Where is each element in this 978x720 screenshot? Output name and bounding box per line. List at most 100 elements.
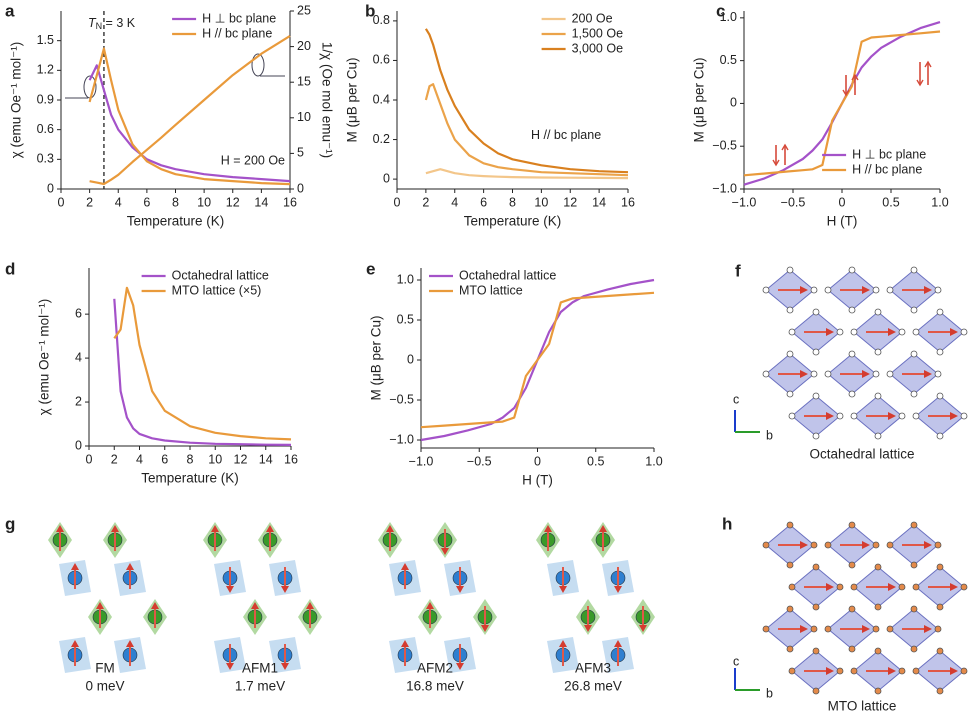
atom (848, 390, 856, 398)
atom (934, 286, 942, 294)
atom (910, 605, 918, 613)
atom (786, 350, 794, 358)
spin-head (544, 525, 552, 532)
spin-head (862, 541, 870, 549)
legend-label: MTO lattice (459, 283, 523, 297)
spin-head (826, 412, 834, 420)
x-tick-label: 0.5 (882, 195, 899, 209)
atom (874, 308, 882, 316)
x-axis-label: Temperature (K) (127, 214, 225, 229)
atom (812, 647, 820, 655)
atom (874, 647, 882, 655)
y-tick-label: 0 (75, 438, 82, 452)
x-tick-label: 2 (86, 195, 93, 209)
spin-head (96, 602, 104, 609)
y-tick-label: 2 (75, 394, 82, 408)
atom (912, 412, 920, 420)
panel-letter: a (5, 1, 15, 20)
atom (910, 645, 918, 653)
atom (786, 266, 794, 274)
axis-label: b (766, 686, 773, 700)
y-tick-label: 1.0 (720, 10, 737, 24)
atom (886, 541, 894, 549)
atom (848, 561, 856, 569)
atom (810, 370, 818, 378)
y-tick-label: 0.5 (397, 312, 414, 326)
atom (762, 370, 770, 378)
x-tick-label: 16 (621, 195, 635, 209)
axis-label: c (733, 654, 739, 668)
atom (824, 286, 832, 294)
atom (886, 625, 894, 633)
panel-letter: d (5, 259, 15, 278)
atom (848, 350, 856, 358)
atom (872, 286, 880, 294)
series-line (420, 291, 655, 429)
atom (874, 603, 882, 611)
atom (934, 541, 942, 549)
atom (788, 667, 796, 675)
config-energy: 16.8 meV (406, 679, 464, 694)
atom (934, 625, 942, 633)
atom (874, 432, 882, 440)
y-axis-label: M (μB per Cu) (369, 315, 384, 400)
y-axis-label: χ (emu Oe⁻¹ mol⁻¹) (9, 42, 24, 159)
atom (762, 541, 770, 549)
y-tick-label: 0.8 (373, 13, 390, 27)
annotation-part: = 3 K (102, 16, 136, 30)
x-tick-label: 8 (172, 195, 179, 209)
annotation: TN = 3 K (88, 16, 136, 31)
annotation: H // bc plane (531, 128, 601, 142)
spin-head (56, 525, 64, 532)
spin-head (441, 548, 449, 555)
atom (850, 328, 858, 336)
atom (936, 392, 944, 400)
atom (824, 625, 832, 633)
atom (788, 328, 796, 336)
atom (910, 561, 918, 569)
y-tick-label: 1.5 (37, 33, 54, 47)
atom (812, 603, 820, 611)
x-tick-label: 10 (208, 452, 222, 466)
spin-head (800, 625, 808, 633)
x-tick-label: 1.0 (645, 454, 662, 468)
spin-head (481, 625, 489, 632)
x-tick-label: −1.0 (409, 454, 434, 468)
atom (812, 308, 820, 316)
atom (786, 390, 794, 398)
y-axis-label: χ (emu Oe⁻¹ mol⁻¹) (37, 299, 52, 416)
series-line (424, 83, 629, 177)
spin-head (888, 412, 896, 420)
atom (912, 583, 920, 591)
axis-label: b (766, 428, 773, 442)
spin-head (426, 602, 434, 609)
spin-head (826, 328, 834, 336)
caption: Octahedral lattice (809, 447, 914, 462)
panel-letter: e (366, 259, 375, 278)
caption: MTO lattice (828, 699, 897, 714)
y2-tick-label: 20 (297, 39, 311, 53)
y2-tick-label: 15 (297, 74, 311, 88)
atom (762, 286, 770, 294)
atom (786, 521, 794, 529)
y-tick-label: 4 (75, 350, 82, 364)
spin-head (614, 586, 622, 593)
spin-head (826, 583, 834, 591)
spin-head (924, 625, 932, 633)
y-axis-label: M (μB per Cu) (692, 57, 707, 142)
y-tick-label: −1.0 (712, 181, 737, 195)
atom (850, 412, 858, 420)
atom (898, 583, 906, 591)
x-tick-label: −0.5 (467, 454, 492, 468)
x-tick-label: 16 (283, 195, 297, 209)
atom (936, 603, 944, 611)
series-line (88, 47, 291, 186)
spin-head (862, 370, 870, 378)
atom (824, 541, 832, 549)
config-energy: 1.7 meV (235, 679, 285, 694)
annotation: H = 200 Oe (221, 153, 285, 167)
pointer (251, 53, 265, 77)
spin-head (151, 602, 159, 609)
atom (836, 328, 844, 336)
spin-head (888, 667, 896, 675)
